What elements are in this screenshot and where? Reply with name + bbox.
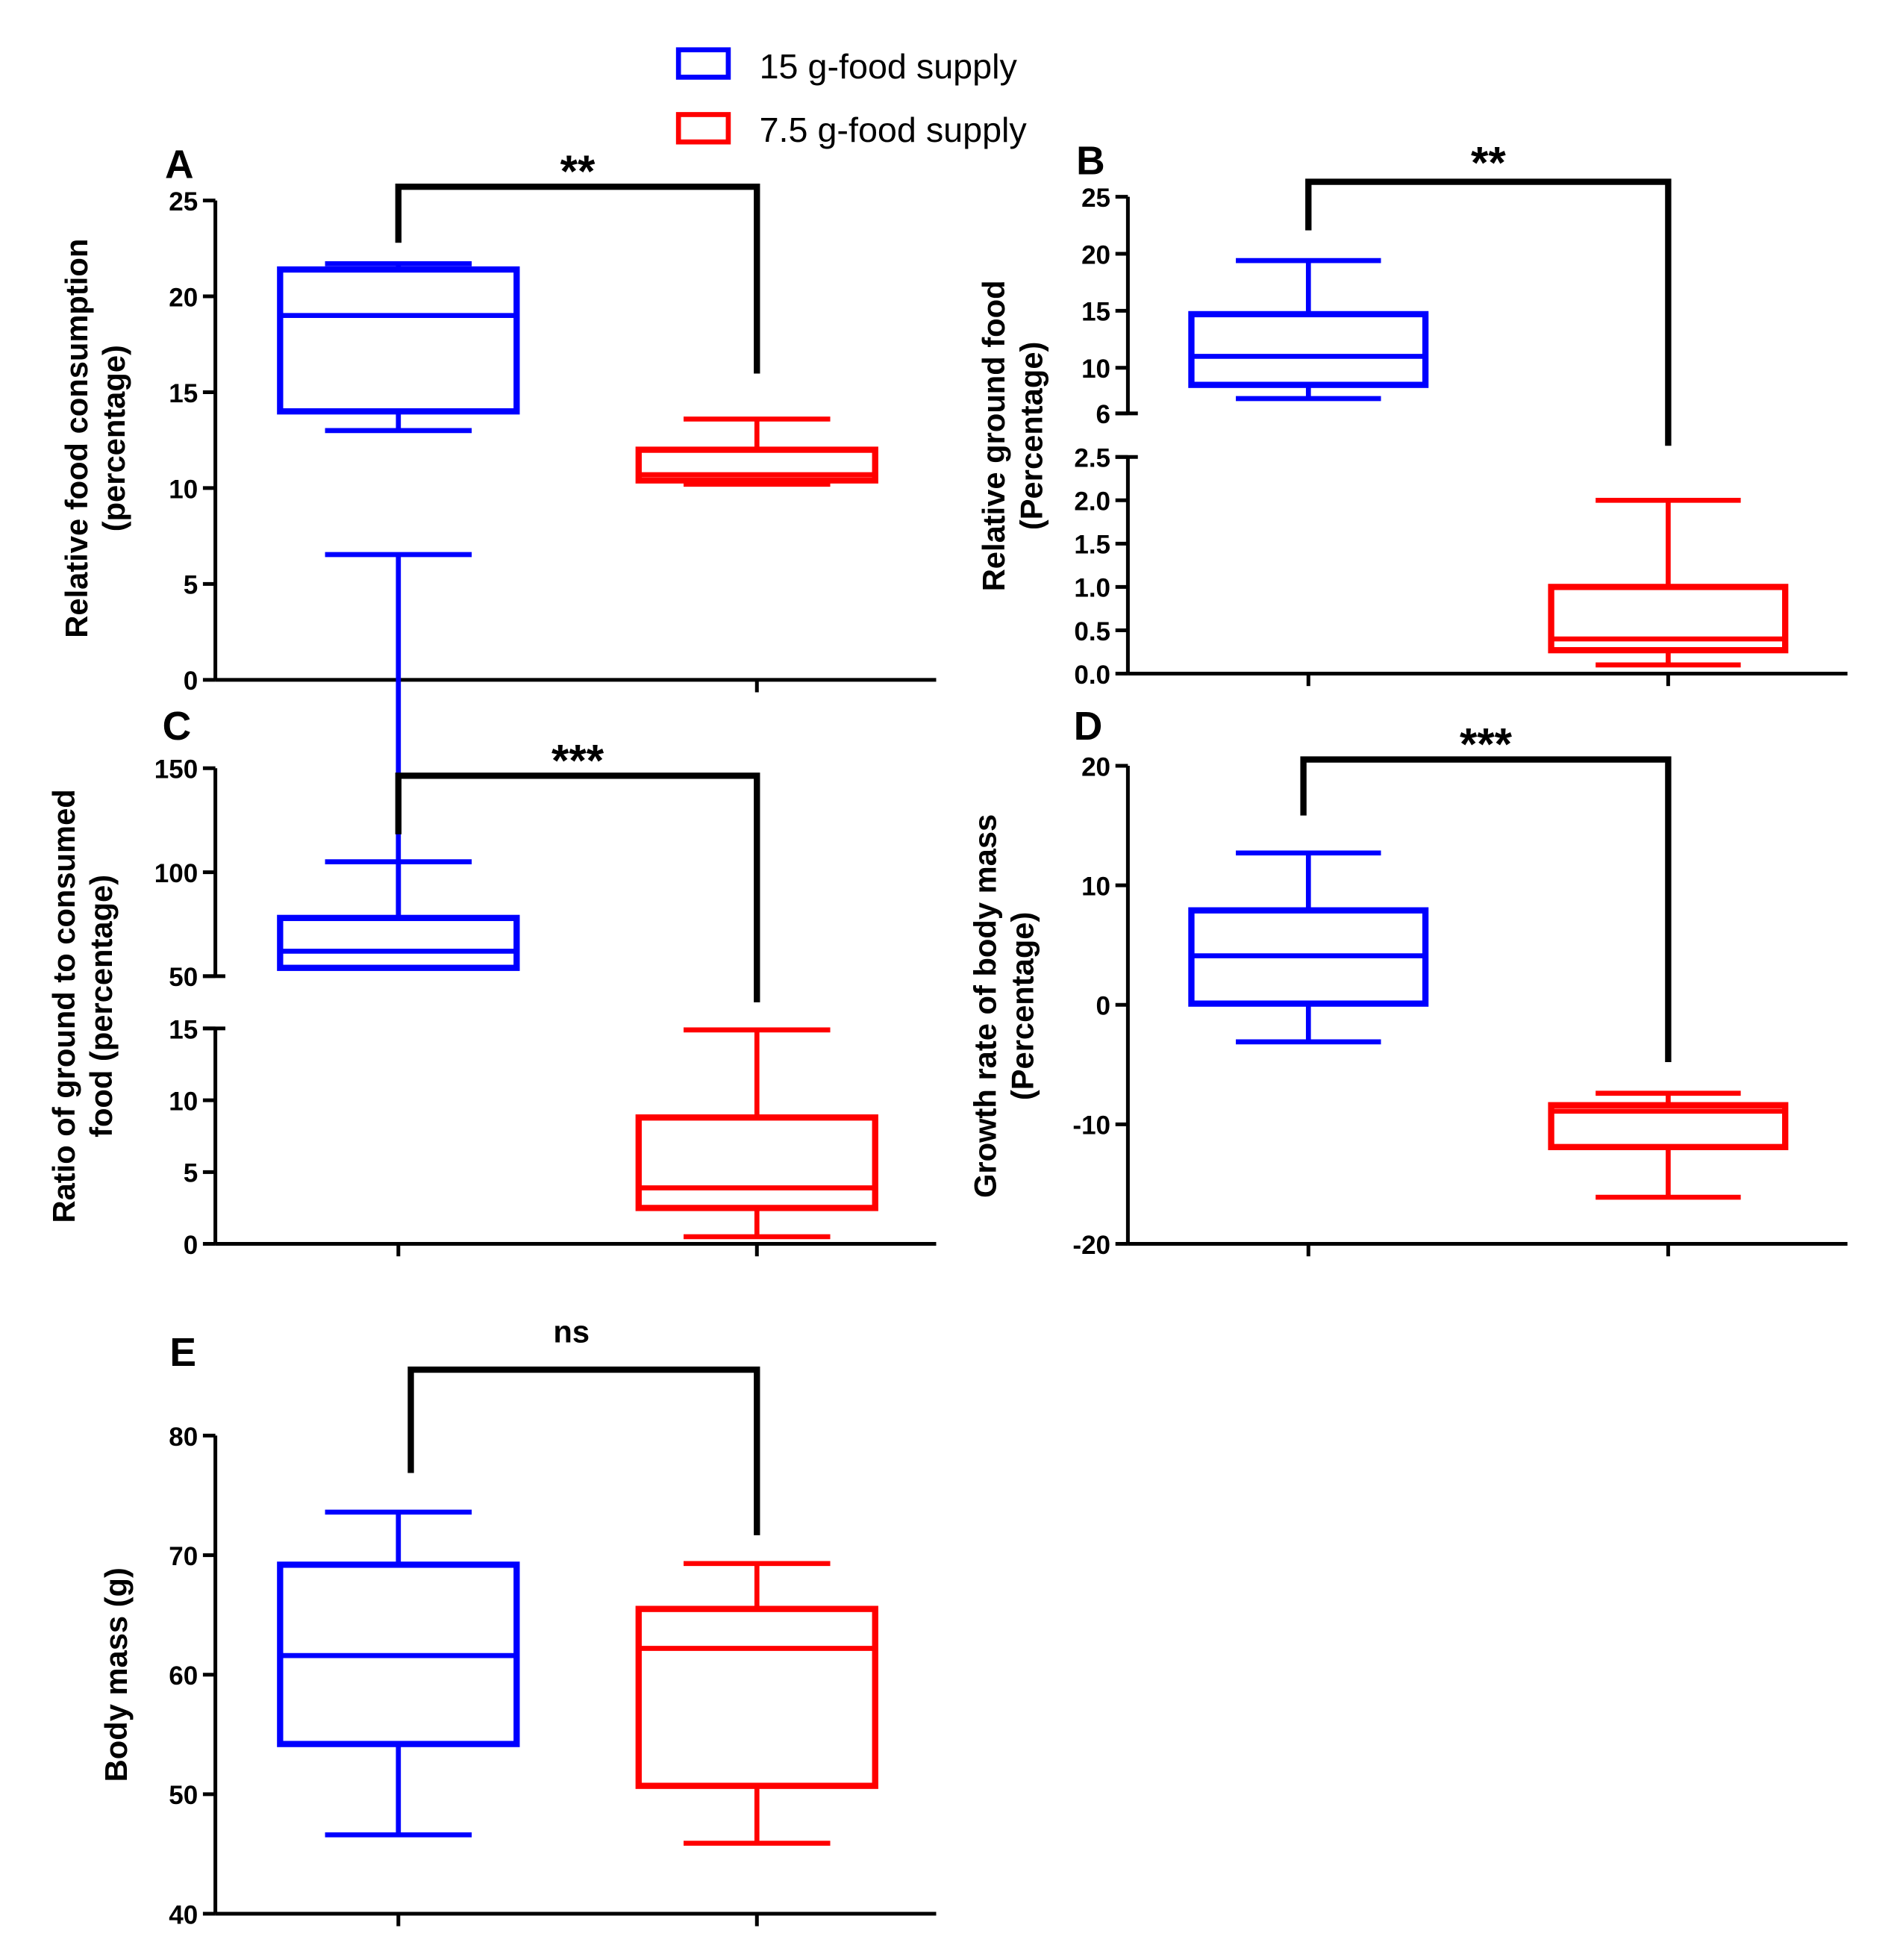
y-axis-title-line: Relative ground food <box>976 280 1011 591</box>
significance-label: ** <box>560 146 596 196</box>
y-tick-label: 1.5 <box>1074 531 1110 560</box>
y-tick-label: 6 <box>1096 400 1110 429</box>
y-tick-label: 2.5 <box>1074 444 1110 473</box>
significance-bracket <box>1300 756 1672 1062</box>
panel-label: C <box>163 705 192 749</box>
y-axis-title-line: food (percentage) <box>84 875 119 1137</box>
y-tick-label: 150 <box>154 755 198 784</box>
y-axis-title: Relative food consumption (percentage) <box>59 239 131 638</box>
panel-label: E <box>169 1331 196 1375</box>
box-7-5g <box>635 1561 878 1846</box>
y-axis-title-line: (percentage) <box>96 345 131 531</box>
y-axis-title-line: (Percentage) <box>1005 912 1040 1101</box>
y-tick-label: 20 <box>1081 240 1110 269</box>
panel-e: E Body mass (g) 40 50 60 70 80 ns <box>99 1314 937 1929</box>
y-tick-label: 0.5 <box>1074 617 1110 646</box>
significance-label: *** <box>1460 720 1513 770</box>
significance-label: ns <box>553 1314 590 1349</box>
y-axis-title-line: Growth rate of body mass <box>968 814 1003 1198</box>
y-tick-label: -20 <box>1072 1231 1110 1260</box>
y-tick-label: 0.0 <box>1074 661 1110 690</box>
y-axis-title-line: Ratio of ground to consumed <box>46 789 81 1223</box>
panel-d: D Growth rate of body mass (Percentage) -20… <box>968 705 1848 1260</box>
y-tick-label: 10 <box>1081 872 1110 901</box>
box-iqr <box>635 1114 878 1211</box>
y-axis-title: Body mass (g) <box>99 1567 134 1782</box>
y-tick-label: 70 <box>169 1542 198 1571</box>
y-tick-label: 40 <box>169 1900 198 1929</box>
legend-swatch-7-5g <box>675 112 731 145</box>
y-tick-label: 1.0 <box>1074 574 1110 603</box>
y-axis-title: Relative ground food (Percentage) <box>976 280 1048 591</box>
y-axis-title: Ratio of ground to consumed food (percent… <box>46 789 119 1223</box>
y-tick-label: 20 <box>1081 752 1110 781</box>
significance-bracket <box>395 773 760 1002</box>
y-tick-label: 80 <box>169 1423 198 1452</box>
y-tick-label: 50 <box>169 1781 198 1810</box>
box-15g <box>1188 850 1429 1045</box>
y-tick-label: 15 <box>169 1015 198 1044</box>
significance-label: ** <box>1471 138 1506 188</box>
panel-b: B Relative ground food (Percentage) 0.0 0.5 1… <box>976 138 1848 690</box>
y-tick-label: 5 <box>184 571 198 600</box>
y-tick-label: -10 <box>1072 1111 1110 1140</box>
legend-swatch-15g <box>675 47 731 80</box>
y-tick-label: 10 <box>1081 355 1110 384</box>
y-tick-label: 15 <box>169 379 198 408</box>
y-tick-label: 50 <box>169 963 198 992</box>
y-tick-label: 25 <box>169 187 198 216</box>
y-tick-label: 60 <box>169 1661 198 1691</box>
y-tick-label: 2.0 <box>1074 487 1110 516</box>
significance-bracket <box>407 1366 760 1535</box>
box-15g <box>277 552 520 971</box>
panel-a: A Relative food consumption (percentage) 0 5… <box>59 143 937 696</box>
y-tick-label: 5 <box>184 1159 198 1188</box>
y-tick-label: 10 <box>169 475 198 504</box>
box-iqr <box>1188 310 1429 388</box>
legend-item-7-5g: 7.5 g-food supply <box>675 110 1028 149</box>
y-tick-label: 0 <box>1096 992 1110 1021</box>
y-tick-label: 25 <box>1081 184 1110 213</box>
y-axis-title-line: (Percentage) <box>1013 342 1048 531</box>
significance-bracket <box>395 184 760 374</box>
y-tick-label: 0 <box>184 667 198 696</box>
y-tick-label: 15 <box>1081 298 1110 327</box>
significance-bracket <box>1305 178 1672 446</box>
y-tick-label: 10 <box>169 1087 198 1116</box>
box-7-5g <box>1548 1090 1789 1200</box>
box-iqr <box>635 1605 878 1789</box>
y-axis-title: Growth rate of body mass (Percentage) <box>968 814 1040 1198</box>
panel-c: C Ratio of ground to consumed food (percen… <box>46 552 937 1260</box>
y-axis-title-line: Relative food consumption <box>59 239 94 638</box>
y-axis-title-line: Body mass (g) <box>99 1567 134 1782</box>
box-7-5g <box>635 1027 878 1240</box>
y-tick-label: 0 <box>184 1231 198 1260</box>
y-tick-label: 20 <box>169 283 198 312</box>
box-15g <box>1188 258 1429 402</box>
panel-label: D <box>1074 705 1103 749</box>
legend-label-7-5g: 7.5 g-food supply <box>760 110 1028 149</box>
box-iqr <box>277 266 520 415</box>
box-15g <box>277 1509 520 1838</box>
panel-label: A <box>165 143 194 187</box>
box-7-5g <box>635 416 878 487</box>
box-15g <box>277 261 520 434</box>
box-7-5g <box>1548 497 1789 668</box>
legend-item-15g: 15 g-food supply <box>675 47 1018 86</box>
y-tick-label: 100 <box>154 859 198 888</box>
legend: 15 g-food supply 7.5 g-food supply <box>675 47 1028 149</box>
box-iqr <box>277 914 520 971</box>
significance-label: *** <box>551 735 604 785</box>
legend-label-15g: 15 g-food supply <box>760 47 1018 86</box>
panel-label: B <box>1076 140 1105 184</box>
